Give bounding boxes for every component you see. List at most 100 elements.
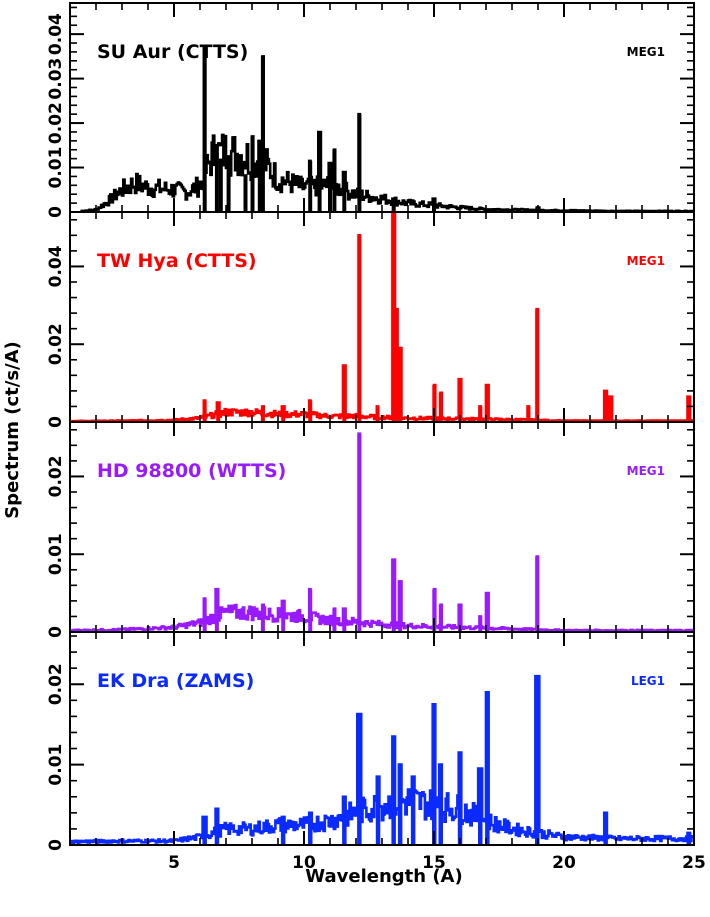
emission-line [438, 392, 443, 422]
emission-line [438, 764, 443, 845]
y-tick-label: 0.02 [46, 102, 66, 144]
emission-line [526, 406, 531, 422]
emission-line [432, 589, 437, 632]
emission-line [214, 808, 220, 845]
chart-panels: 00.010.020.030.04 SU Aur (CTTS) MEG100.020… [46, 2, 695, 851]
emission-line [280, 816, 286, 845]
emission-line [478, 616, 483, 632]
emission-line [398, 581, 403, 632]
panel-frame [69, 211, 695, 423]
emission-line [218, 158, 223, 212]
panel-4: 0 0.01 0.02 EK Dra (ZAMS) LEG1 [46, 631, 695, 851]
emission-line [485, 692, 490, 845]
emission-line [260, 56, 265, 213]
y-axis-label: Spectrum (ct/s/A) [2, 341, 23, 519]
emission-line [391, 212, 396, 422]
emission-line [375, 406, 380, 422]
y-tick-label: 0.01 [46, 744, 66, 786]
emission-line [328, 163, 332, 212]
emission-line [485, 385, 490, 422]
emission-line [202, 598, 207, 632]
emission-line [535, 309, 540, 422]
emission-line [214, 145, 219, 212]
emission-line [478, 768, 483, 845]
emission-line [397, 764, 403, 845]
x-axis-label: Wavelength (A) [305, 866, 462, 887]
spectrum-series [70, 210, 694, 423]
emission-line [281, 406, 286, 422]
emission-line [342, 796, 347, 845]
x-tick-label: 25 [682, 853, 706, 873]
emission-line [202, 816, 207, 845]
y-tick-label: 0.04 [46, 13, 66, 55]
emission-line [308, 589, 313, 632]
emission-line [317, 132, 322, 212]
y-tick-label: 0.01 [46, 147, 66, 189]
panel-frame [69, 421, 695, 633]
emission-line [250, 136, 255, 212]
instrument-label: LEG1 [631, 674, 665, 688]
emission-line [410, 776, 416, 845]
emission-line [226, 156, 231, 212]
emission-line [281, 600, 286, 632]
emission-line [485, 593, 490, 632]
emission-line [391, 736, 396, 845]
spectrum-series [70, 674, 694, 845]
emission-line [457, 752, 463, 845]
y-tick-label: 0 [46, 416, 66, 428]
x-tick-label: 5 [168, 853, 180, 873]
instrument-label: MEG1 [627, 464, 665, 478]
panel-1: 0 0.01 0.020.03 0.04 SU Aur (CTTS) MEG1 [46, 2, 695, 218]
y-tick-label: 0 [46, 206, 66, 218]
emission-line [342, 172, 347, 212]
emission-line [391, 559, 396, 632]
instrument-label: MEG1 [627, 254, 665, 268]
panel-title: TW Hya (CTTS) [97, 250, 257, 272]
y-tick-label: 0.02 [46, 663, 66, 705]
emission-line [391, 198, 396, 212]
emission-line [535, 676, 540, 845]
emission-line [216, 402, 221, 422]
emission-line [686, 396, 691, 422]
emission-line [603, 812, 608, 845]
emission-line [308, 812, 313, 845]
y-tick-label: 0.04 [46, 245, 66, 287]
emission-line [332, 149, 337, 212]
panel-frame [69, 2, 695, 213]
emission-line [342, 365, 347, 422]
emission-line [398, 348, 403, 422]
emission-line [308, 400, 313, 422]
emission-line [458, 604, 462, 632]
y-tick-label: 0.03 [46, 58, 66, 100]
y-tick-label: 0 [46, 626, 66, 638]
emission-line [257, 140, 262, 212]
x-tick-label: 20 [552, 853, 576, 873]
emission-line [308, 160, 313, 212]
panel-3: 0 0.01 0.02 HD 98800 (WTTS) MEG1 [46, 421, 695, 638]
y-tick-label: 0.02 [46, 455, 66, 497]
emission-line [332, 608, 337, 632]
emission-line [342, 608, 347, 632]
x-tick-label: 10 [292, 853, 316, 873]
emission-line [394, 309, 399, 422]
emission-line [260, 406, 265, 422]
y-tick-label: 0 [46, 839, 66, 851]
emission-line [438, 604, 443, 632]
emission-line [535, 556, 540, 632]
spectrum-series [80, 46, 694, 213]
x-tick-label: 15 [422, 853, 446, 873]
emission-line [608, 396, 613, 422]
emission-line [357, 235, 362, 422]
y-tick-label: 0.02 [46, 323, 66, 365]
emission-line [603, 390, 608, 422]
panel-title: HD 98800 (WTTS) [97, 460, 286, 482]
emission-line [260, 604, 265, 632]
y-tick-label: 0.01 [46, 533, 66, 575]
emission-line [243, 174, 248, 212]
emission-line [432, 385, 437, 422]
panel-title: SU Aur (CTTS) [97, 41, 248, 63]
emission-line [686, 832, 692, 845]
emission-line [202, 47, 207, 212]
emission-line [214, 589, 219, 632]
